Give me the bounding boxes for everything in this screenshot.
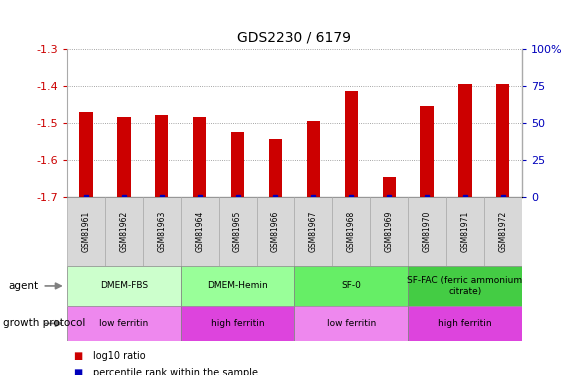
Bar xyxy=(420,106,434,197)
Text: SF-FAC (ferric ammonium
citrate): SF-FAC (ferric ammonium citrate) xyxy=(408,276,522,296)
Text: SF-0: SF-0 xyxy=(341,281,361,290)
Text: low ferritin: low ferritin xyxy=(99,319,149,328)
Bar xyxy=(219,197,257,266)
Bar xyxy=(332,197,370,266)
Text: GSM81971: GSM81971 xyxy=(461,211,469,252)
Text: GSM81966: GSM81966 xyxy=(271,211,280,252)
Bar xyxy=(181,306,294,341)
Bar xyxy=(143,197,181,266)
Text: low ferritin: low ferritin xyxy=(326,319,376,328)
Text: percentile rank within the sample: percentile rank within the sample xyxy=(93,368,258,375)
Text: GSM81972: GSM81972 xyxy=(498,211,507,252)
Bar xyxy=(193,117,206,197)
Bar xyxy=(294,306,408,341)
Text: GSM81965: GSM81965 xyxy=(233,211,242,252)
Text: ■: ■ xyxy=(73,351,82,361)
Text: GSM81970: GSM81970 xyxy=(423,211,431,252)
Bar xyxy=(294,266,408,306)
Text: GSM81969: GSM81969 xyxy=(385,211,394,252)
Bar xyxy=(155,116,168,197)
Text: GSM81963: GSM81963 xyxy=(157,211,166,252)
Bar xyxy=(382,177,396,197)
Bar xyxy=(269,140,282,197)
Bar xyxy=(496,84,510,197)
Text: GSM81962: GSM81962 xyxy=(120,211,128,252)
Text: GSM81961: GSM81961 xyxy=(82,211,90,252)
Bar xyxy=(446,197,484,266)
Bar xyxy=(370,197,408,266)
Bar xyxy=(484,197,522,266)
Bar xyxy=(294,197,332,266)
Bar xyxy=(345,92,358,197)
Bar xyxy=(408,197,446,266)
Bar xyxy=(408,266,522,306)
Text: DMEM-Hemin: DMEM-Hemin xyxy=(207,281,268,290)
Bar xyxy=(67,306,181,341)
Text: GSM81967: GSM81967 xyxy=(309,211,318,252)
Bar xyxy=(117,117,131,197)
Text: high ferritin: high ferritin xyxy=(438,319,491,328)
Bar xyxy=(79,112,93,197)
Text: GSM81964: GSM81964 xyxy=(195,211,204,252)
Text: DMEM-FBS: DMEM-FBS xyxy=(100,281,148,290)
Bar xyxy=(105,197,143,266)
Text: ■: ■ xyxy=(73,368,82,375)
Bar xyxy=(257,197,294,266)
Bar xyxy=(181,266,294,306)
Text: high ferritin: high ferritin xyxy=(211,319,264,328)
Text: growth protocol: growth protocol xyxy=(3,318,85,328)
Text: GSM81968: GSM81968 xyxy=(347,211,356,252)
Text: agent: agent xyxy=(9,281,39,291)
Bar xyxy=(307,121,320,197)
Bar xyxy=(408,306,522,341)
Text: log10 ratio: log10 ratio xyxy=(93,351,146,361)
Title: GDS2230 / 6179: GDS2230 / 6179 xyxy=(237,31,352,45)
Bar xyxy=(231,132,244,197)
Bar xyxy=(67,197,105,266)
Bar xyxy=(181,197,219,266)
Bar xyxy=(458,84,472,197)
Bar xyxy=(67,266,181,306)
